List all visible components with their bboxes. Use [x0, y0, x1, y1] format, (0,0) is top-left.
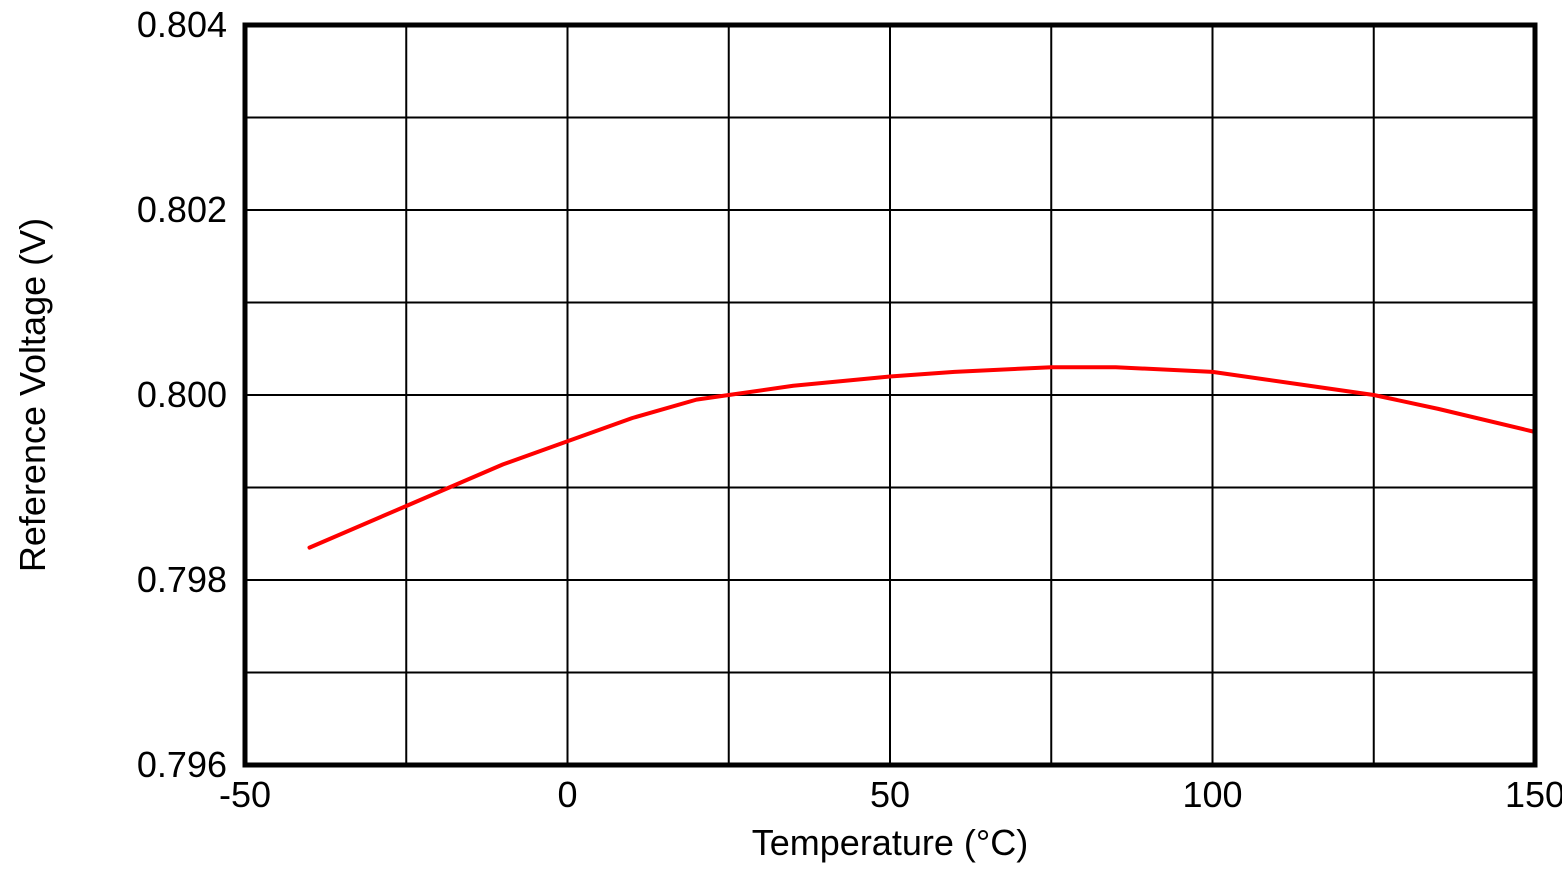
- x-axis-label: Temperature (°C): [752, 822, 1028, 863]
- x-tick-label: 100: [1182, 774, 1242, 815]
- x-tick-label: 150: [1505, 774, 1562, 815]
- y-tick-label: 0.798: [137, 559, 227, 600]
- chart-container: -500501001500.7960.7980.8000.8020.804Tem…: [0, 0, 1562, 876]
- x-tick-label: 0: [557, 774, 577, 815]
- line-chart: -500501001500.7960.7980.8000.8020.804Tem…: [0, 0, 1562, 876]
- y-tick-label: 0.804: [137, 4, 227, 45]
- y-tick-label: 0.796: [137, 744, 227, 785]
- y-axis-label: Reference Voltage (V): [12, 218, 53, 572]
- y-tick-label: 0.800: [137, 374, 227, 415]
- y-tick-label: 0.802: [137, 189, 227, 230]
- x-tick-label: 50: [870, 774, 910, 815]
